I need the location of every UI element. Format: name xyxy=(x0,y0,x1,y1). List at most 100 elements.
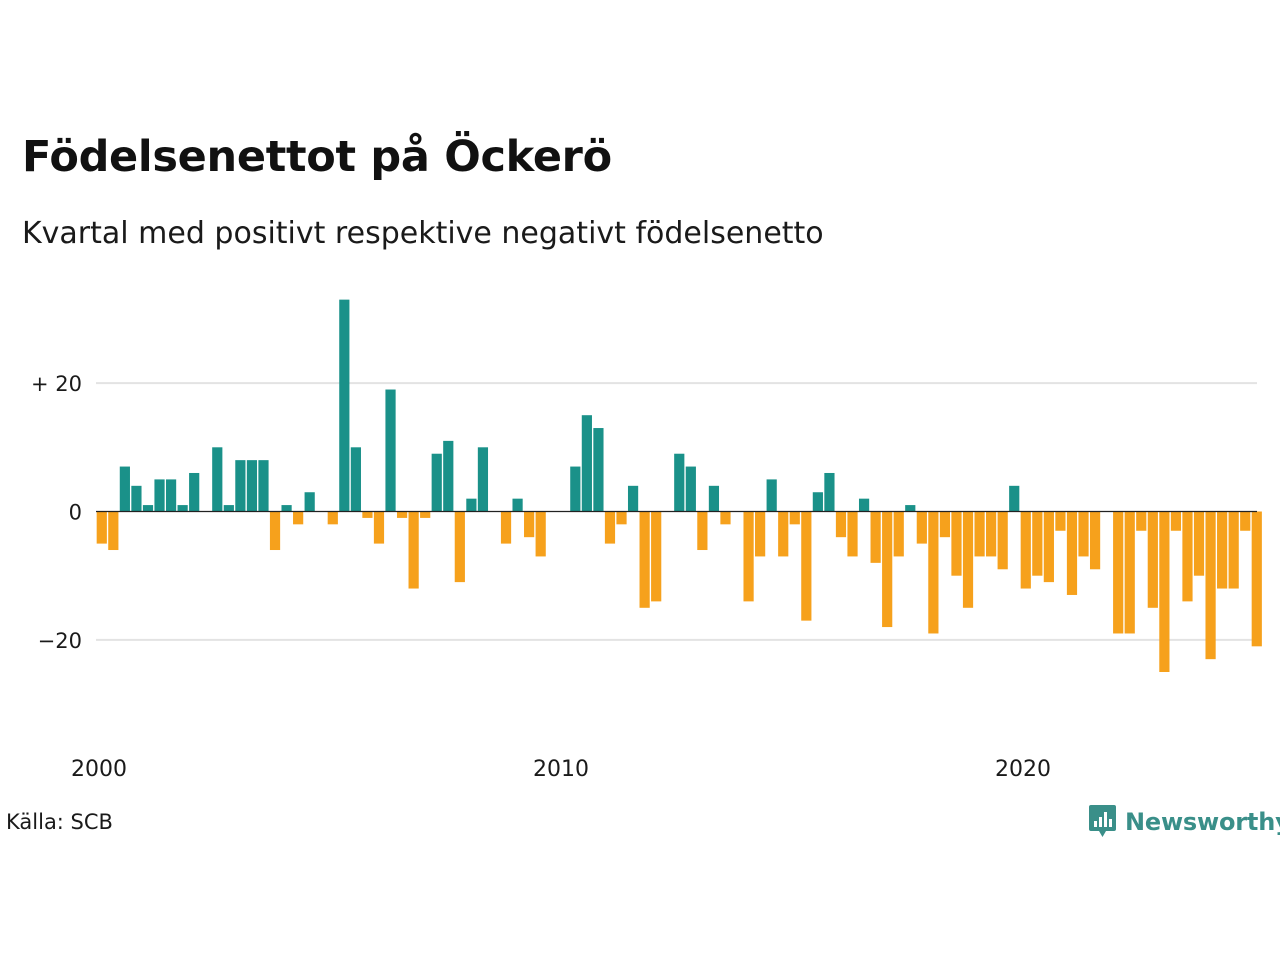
bar xyxy=(627,485,639,512)
bar xyxy=(847,511,858,557)
bar xyxy=(570,466,581,512)
bar xyxy=(512,498,523,512)
bar xyxy=(974,511,985,557)
bar xyxy=(1228,511,1239,589)
bar xyxy=(789,511,800,525)
axis-labels: + 20 0 −20 2000 2010 2020 xyxy=(31,372,1051,782)
bar xyxy=(477,447,489,512)
bar xyxy=(962,511,974,608)
bar xyxy=(108,511,119,551)
bar xyxy=(223,505,234,512)
bar xyxy=(1055,511,1066,531)
bar xyxy=(1193,511,1205,576)
bar xyxy=(1205,511,1216,660)
bar xyxy=(893,511,904,557)
bar xyxy=(189,472,200,512)
bar xyxy=(142,505,154,512)
bar xyxy=(986,511,997,557)
bar xyxy=(1170,511,1182,531)
bar xyxy=(685,466,696,512)
bar xyxy=(593,428,604,512)
bar xyxy=(258,460,269,512)
bar xyxy=(812,492,823,512)
bar xyxy=(293,511,304,525)
y-tick-label: + 20 xyxy=(31,372,82,396)
bar xyxy=(1009,485,1020,512)
bar xyxy=(96,511,107,544)
bar xyxy=(1217,511,1228,589)
bar xyxy=(443,440,454,512)
brand-name: Newsworthy xyxy=(1125,808,1280,836)
newsworthy-logo-icon xyxy=(1089,805,1116,837)
bar xyxy=(870,511,881,563)
chart-subtitle: Kvartal med positivt respektive negativt… xyxy=(22,216,824,251)
bar xyxy=(1240,511,1251,531)
bar xyxy=(951,511,962,576)
bar xyxy=(651,511,662,602)
bar xyxy=(500,511,512,544)
bar xyxy=(1147,511,1158,608)
bar xyxy=(1032,511,1043,576)
bar xyxy=(131,485,142,512)
x-tick-label: 2020 xyxy=(995,757,1051,782)
bar xyxy=(997,511,1008,570)
bar xyxy=(616,511,627,525)
bars xyxy=(96,299,1262,672)
chart-title: Födelsenettot på Öckerö xyxy=(22,132,612,182)
y-tick-label: −20 xyxy=(38,629,82,653)
bar xyxy=(154,479,165,512)
bar xyxy=(165,479,177,512)
gridlines xyxy=(96,382,1257,641)
newsworthy-brand[interactable]: Newsworthy xyxy=(1088,804,1280,840)
bar xyxy=(755,511,766,557)
bar xyxy=(327,511,338,525)
bar xyxy=(939,511,951,538)
bar xyxy=(1251,511,1262,647)
bar xyxy=(581,415,592,512)
bar xyxy=(212,447,223,512)
bar xyxy=(177,505,188,512)
bar xyxy=(905,505,916,512)
bar xyxy=(385,389,396,512)
bar xyxy=(778,511,789,557)
bar xyxy=(304,492,315,512)
bar xyxy=(420,511,431,518)
bar xyxy=(362,511,373,518)
bar xyxy=(882,511,893,628)
bar xyxy=(604,511,616,544)
bar xyxy=(1078,511,1089,557)
bar xyxy=(373,511,385,544)
bar xyxy=(824,472,835,512)
bar xyxy=(1159,511,1170,672)
bar xyxy=(858,498,870,512)
bar xyxy=(766,479,777,512)
source-note: Källa: SCB xyxy=(6,810,113,834)
bar xyxy=(1124,511,1135,634)
bar xyxy=(1020,511,1031,589)
bar xyxy=(350,447,361,512)
bar xyxy=(743,511,754,602)
bar xyxy=(1043,511,1054,583)
bar xyxy=(535,511,546,557)
bar xyxy=(801,511,812,621)
bar xyxy=(454,511,465,583)
bar xyxy=(835,511,847,538)
y-tick-label: 0 xyxy=(69,501,82,525)
bar xyxy=(466,498,477,512)
bar xyxy=(246,460,258,512)
x-tick-label: 2010 xyxy=(533,757,589,782)
bar xyxy=(1113,511,1124,634)
bar xyxy=(639,511,650,608)
bar xyxy=(396,511,408,518)
bar xyxy=(431,453,442,512)
x-tick-label: 2000 xyxy=(71,757,127,782)
bar xyxy=(1066,511,1078,595)
bar xyxy=(1089,511,1101,570)
bar xyxy=(524,511,535,538)
bar xyxy=(281,505,292,512)
bar xyxy=(1136,511,1147,531)
bar xyxy=(119,466,130,512)
bar xyxy=(1182,511,1193,602)
bar xyxy=(269,511,281,551)
